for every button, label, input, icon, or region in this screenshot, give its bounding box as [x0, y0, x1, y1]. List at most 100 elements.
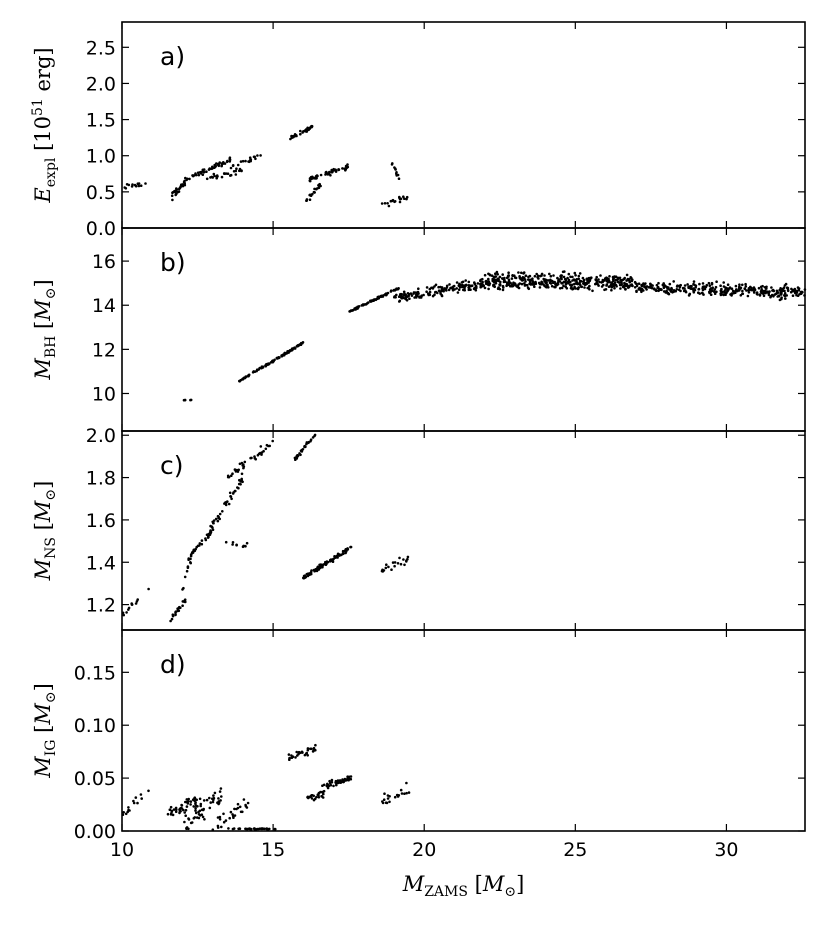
data-point [195, 545, 198, 549]
data-point [580, 280, 583, 283]
data-point [186, 565, 190, 568]
data-point [738, 285, 741, 289]
data-point [503, 280, 507, 284]
data-point [218, 790, 222, 793]
data-point [282, 353, 286, 357]
data-point [697, 287, 701, 291]
data-point [693, 288, 697, 292]
data-point [380, 294, 383, 298]
data-point [192, 805, 195, 808]
data-point [183, 398, 187, 402]
data-point [537, 281, 541, 285]
data-point [126, 810, 129, 814]
data-point [240, 169, 243, 172]
data-point [540, 281, 544, 285]
data-point [506, 281, 509, 285]
data-point [599, 274, 602, 277]
data-point [335, 780, 339, 783]
data-point [199, 802, 203, 806]
data-point [734, 289, 737, 293]
data-point [310, 176, 314, 179]
data-point [558, 280, 562, 283]
data-point [224, 503, 228, 507]
panel-frame [121, 227, 806, 432]
data-point [405, 295, 409, 299]
data-point [252, 155, 256, 159]
data-point [196, 171, 200, 174]
data-point [185, 178, 188, 182]
data-point [264, 364, 268, 367]
data-point [538, 286, 542, 289]
y-tick-label: 14 [92, 295, 116, 317]
data-point [216, 801, 219, 804]
data-point [662, 286, 666, 290]
data-point [694, 284, 698, 288]
data-point [487, 280, 491, 283]
data-point [245, 827, 248, 831]
data-point [327, 172, 331, 176]
data-point [524, 280, 527, 283]
data-point [532, 282, 536, 286]
data-point [442, 289, 445, 293]
data-point [254, 157, 257, 161]
data-point [253, 456, 257, 460]
data-point [757, 286, 761, 290]
data-point [302, 576, 306, 580]
data-point [389, 289, 393, 293]
data-point [202, 799, 206, 802]
data-point [296, 344, 300, 347]
scatter-points-2 [182, 270, 807, 402]
data-point [556, 276, 559, 280]
data-point [351, 309, 354, 312]
data-point [524, 274, 528, 278]
data-point [249, 827, 252, 831]
data-point [324, 563, 328, 566]
data-point [622, 285, 626, 289]
data-point [417, 287, 420, 291]
data-point [127, 183, 131, 187]
data-point [573, 282, 576, 286]
data-point [295, 134, 298, 138]
data-point [194, 809, 197, 812]
data-point [510, 283, 514, 287]
x-axis-label: MZAMS [M⊙] [402, 872, 525, 900]
data-point [559, 277, 563, 280]
panel-frame [121, 629, 806, 832]
data-point [274, 827, 277, 831]
data-point [745, 289, 748, 292]
data-point [800, 290, 804, 294]
data-point [561, 282, 564, 285]
data-point [396, 562, 400, 565]
data-point [791, 288, 795, 292]
data-point [311, 794, 314, 797]
data-point [483, 273, 487, 277]
data-point [234, 489, 237, 493]
data-point [460, 284, 464, 287]
data-point [256, 154, 259, 157]
data-point [399, 292, 402, 296]
data-point [412, 291, 416, 294]
data-point [573, 271, 577, 275]
data-point [399, 562, 403, 566]
data-point [556, 281, 560, 284]
data-point [622, 277, 626, 281]
data-point [171, 613, 175, 616]
data-point [387, 204, 391, 208]
data-point [732, 291, 736, 295]
data-point [763, 289, 767, 293]
data-point [200, 542, 204, 546]
data-point [509, 281, 512, 285]
y-tick-label: 2.0 [86, 73, 116, 95]
y-tick-label: 0.10 [74, 715, 116, 737]
data-point [563, 277, 567, 281]
data-point [312, 746, 316, 750]
data-point [178, 605, 181, 609]
data-point [574, 274, 577, 277]
data-point [298, 751, 301, 754]
data-point [562, 275, 566, 279]
data-point [760, 291, 763, 295]
data-point [382, 294, 385, 297]
data-point [398, 556, 401, 560]
data-point [124, 812, 128, 816]
data-point [385, 292, 389, 296]
